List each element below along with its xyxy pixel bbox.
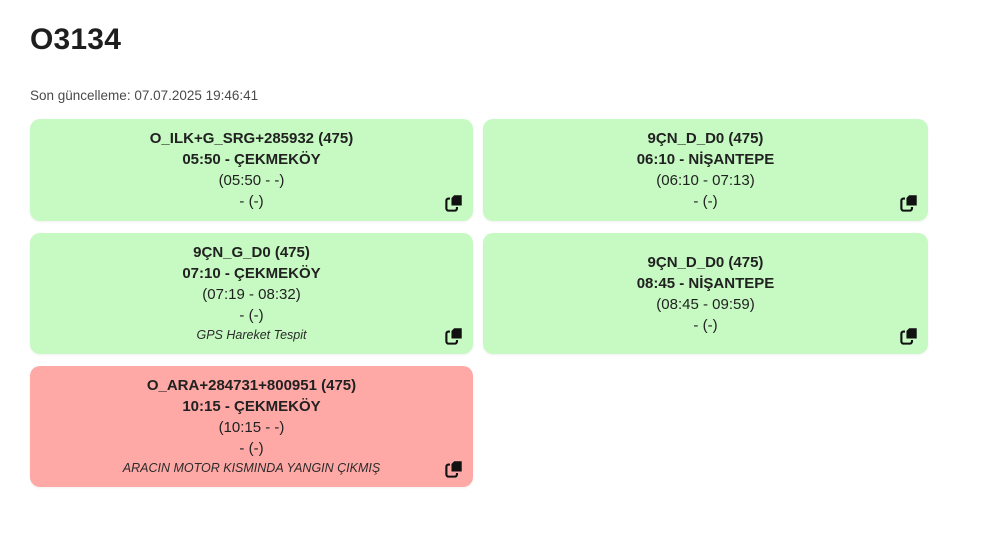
- card-route: 07:10 - ÇEKMEKÖY: [182, 265, 321, 282]
- copy-button[interactable]: [444, 326, 463, 345]
- copy-icon: [444, 193, 463, 212]
- copy-button[interactable]: [444, 459, 463, 478]
- card-times: (06:10 - 07:13): [656, 172, 755, 189]
- card-title: 9ÇN_D_D0 (475): [647, 130, 764, 147]
- card-route: 10:15 - ÇEKMEKÖY: [182, 398, 321, 415]
- card-result: - (-): [693, 193, 718, 210]
- card-result: - (-): [239, 193, 264, 210]
- copy-icon: [899, 193, 918, 212]
- card-title: 9ÇN_G_D0 (475): [193, 244, 310, 261]
- card-times: (07:19 - 08:32): [202, 286, 301, 303]
- trip-card: 9ÇN_G_D0 (475) 07:10 - ÇEKMEKÖY (07:19 -…: [30, 233, 473, 354]
- card-title: O_ILK+G_SRG+285932 (475): [149, 130, 354, 147]
- card-result: - (-): [239, 307, 264, 324]
- copy-button[interactable]: [899, 193, 918, 212]
- card-result: - (-): [693, 316, 718, 334]
- trip-card: 9ÇN_D_D0 (475) 08:45 - NİŞANTEPE (08:45 …: [483, 233, 928, 354]
- card-note: ARACIN MOTOR KISMINDA YANGIN ÇIKMIŞ: [122, 461, 381, 475]
- copy-icon: [444, 326, 463, 345]
- card-times: (08:45 - 09:59): [656, 295, 755, 313]
- last-update-text: Son güncelleme: 07.07.2025 19:46:41: [30, 88, 259, 103]
- trip-card: O_ILK+G_SRG+285932 (475) 05:50 - ÇEKMEKÖ…: [30, 119, 473, 221]
- trip-cards-grid: O_ILK+G_SRG+285932 (475) 05:50 - ÇEKMEKÖ…: [30, 119, 928, 487]
- card-route: 08:45 - NİŞANTEPE: [636, 274, 775, 292]
- card-result: - (-): [239, 440, 264, 457]
- card-times: (05:50 - -): [218, 172, 285, 189]
- card-route: 05:50 - ÇEKMEKÖY: [182, 151, 321, 168]
- card-note: GPS Hareket Tespit: [196, 328, 307, 342]
- trip-card: 9ÇN_D_D0 (475) 06:10 - NİŞANTEPE (06:10 …: [483, 119, 928, 221]
- card-times: (10:15 - -): [218, 419, 285, 436]
- card-route: 06:10 - NİŞANTEPE: [636, 151, 775, 168]
- copy-button[interactable]: [444, 193, 463, 212]
- page-title: O3134: [30, 23, 122, 56]
- copy-icon: [444, 459, 463, 478]
- page: O3134 Son güncelleme: 07.07.2025 19:46:4…: [30, 23, 928, 487]
- trip-card: O_ARA+284731+800951 (475) 10:15 - ÇEKMEK…: [30, 366, 473, 487]
- card-title: 9ÇN_D_D0 (475): [647, 253, 764, 271]
- copy-icon: [899, 326, 918, 345]
- copy-button[interactable]: [899, 326, 918, 345]
- card-title: O_ARA+284731+800951 (475): [146, 377, 357, 394]
